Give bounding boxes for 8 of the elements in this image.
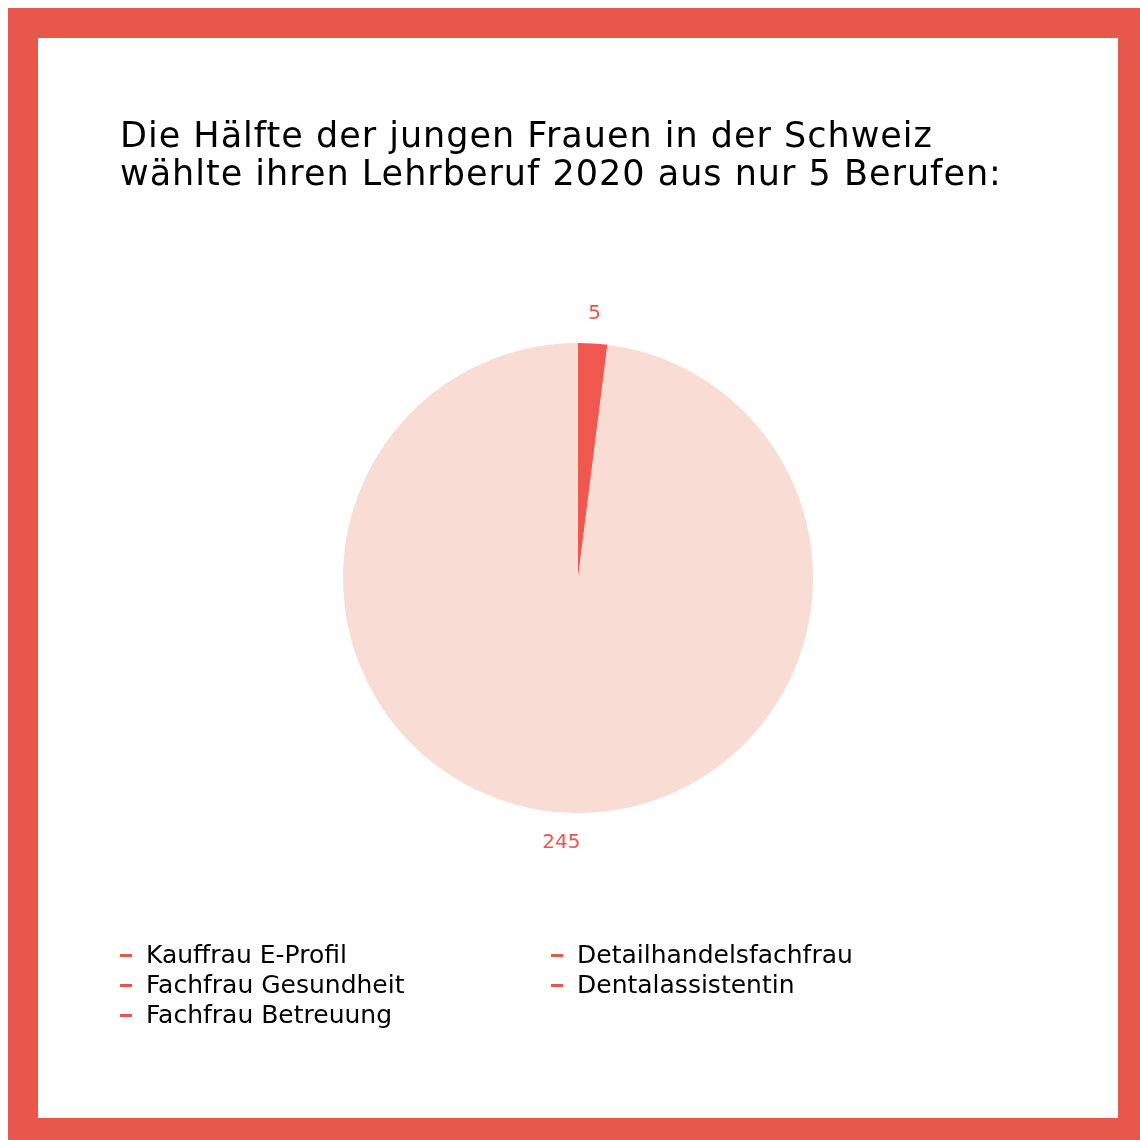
data-label: 245 <box>542 828 581 853</box>
data-label: 5 <box>588 299 602 324</box>
text: Fachfrau Gesundheit <box>146 970 405 1000</box>
text: Detailhandelsfachfrau <box>577 940 853 970</box>
chart-title: Die Hälfte der jungen Frauen in der Schweiz wählte ihren Lehrberuf 2020 aus nur 5 Berufen: <box>120 115 1003 193</box>
text: Dentalassistentin <box>577 970 795 1000</box>
text: Kauffrau E-Profil <box>146 940 347 970</box>
text: Fachfrau Betreuung <box>146 1000 393 1030</box>
